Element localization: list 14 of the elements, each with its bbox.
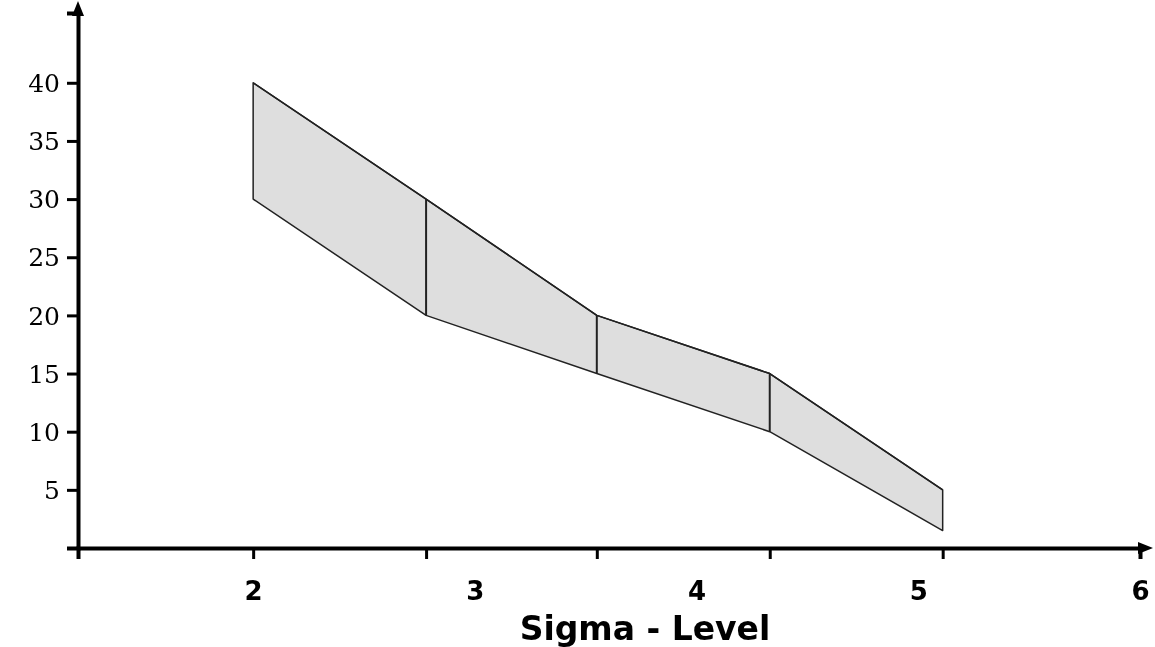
x-tick-label: 4 — [688, 576, 707, 606]
y-tick-label: 25 — [28, 243, 60, 273]
x-tick-label: 3 — [466, 576, 485, 606]
y-tick-label: 35 — [28, 127, 60, 157]
x-tick-label: 5 — [909, 576, 928, 606]
y-tick-label: 30 — [28, 185, 60, 215]
x-axis-title: Sigma - Level — [519, 609, 771, 647]
y-tick-label: 10 — [28, 417, 60, 447]
y-tick-label: 20 — [28, 301, 60, 331]
y-tick-label: 15 — [28, 359, 60, 389]
x-tick-label: 2 — [244, 576, 263, 606]
x-tick-label: 6 — [1131, 576, 1150, 606]
y-tick-label: 40 — [28, 69, 60, 99]
y-tick-label: 5 — [44, 476, 60, 506]
